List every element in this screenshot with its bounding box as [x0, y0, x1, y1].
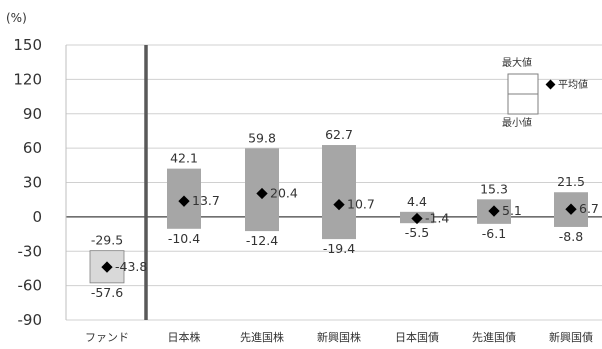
- legend-min-label: 最小値: [502, 116, 532, 129]
- category-label: 先進国債: [472, 330, 516, 344]
- category-label: 日本国債: [395, 330, 439, 344]
- category-label: ファンド: [85, 331, 129, 344]
- min-value-label: -19.4: [323, 241, 355, 256]
- category-label: 日本株: [168, 330, 201, 344]
- category-label: 新興国株: [317, 330, 361, 344]
- y-tick-label: 0: [32, 208, 42, 226]
- average-marker: [488, 205, 500, 217]
- range-bar: [322, 145, 356, 240]
- average-value-label: 20.4: [270, 186, 298, 201]
- average-value-label: 5.1: [502, 203, 522, 218]
- min-value-label: -5.5: [405, 225, 429, 240]
- range-bars: [89, 145, 588, 284]
- average-value-label: 13.7: [192, 193, 220, 208]
- y-tick-label: 90: [23, 105, 42, 123]
- average-marker: [333, 198, 345, 211]
- y-tick-label: 150: [13, 36, 42, 54]
- legend-diamond-icon: [545, 79, 556, 90]
- min-value-label: -10.4: [168, 231, 200, 246]
- legend-avg-label: 平均値: [558, 78, 588, 91]
- average-marker: [256, 187, 268, 200]
- average-value-label: -1.4: [425, 210, 449, 225]
- category-labels: ファンド 日本株 先進国株 新興国株 日本国債 先進国債 新興国債: [85, 330, 593, 344]
- y-tick-label: -30: [18, 242, 43, 260]
- max-value-label: 21.5: [557, 174, 585, 189]
- y-tick-labels: 150 120 90 60 30 0 -30 -60 -90: [13, 36, 42, 329]
- min-value-label: -57.6: [91, 285, 123, 300]
- y-tick-label: 60: [23, 139, 42, 157]
- max-value-label: 62.7: [325, 127, 353, 142]
- max-value-label: 59.8: [248, 130, 276, 145]
- average-value-label: 6.7: [579, 201, 599, 216]
- y-tick-label: 120: [13, 70, 42, 88]
- max-value-label: 42.1: [170, 151, 198, 166]
- legend: 最大値 最小値 平均値: [502, 56, 588, 129]
- average-marker: [178, 195, 190, 207]
- average-marker: [565, 203, 577, 215]
- y-tick-label: 30: [23, 174, 42, 192]
- max-value-label: -29.5: [91, 233, 123, 248]
- category-label: 新興国債: [549, 330, 593, 344]
- min-value-label: -6.1: [482, 226, 506, 241]
- average-value-label: -43.8: [115, 259, 147, 274]
- y-tick-label: -90: [18, 311, 43, 329]
- average-value-label: 10.7: [347, 197, 375, 212]
- min-value-label: -8.8: [559, 229, 583, 244]
- max-value-label: 15.3: [480, 181, 508, 196]
- max-value-label: 4.4: [407, 194, 427, 209]
- legend-max-label: 最大値: [502, 56, 532, 69]
- average-marker: [411, 212, 423, 225]
- y-tick-label: -60: [18, 277, 43, 295]
- y-unit-label: (%): [6, 11, 27, 25]
- data-labels: -29.5 -57.6 -43.8 42.1 -10.4 13.7 59.8 -12.4 20.…: [91, 127, 599, 300]
- category-label: 先進国株: [240, 330, 284, 344]
- min-value-label: -12.4: [246, 233, 278, 248]
